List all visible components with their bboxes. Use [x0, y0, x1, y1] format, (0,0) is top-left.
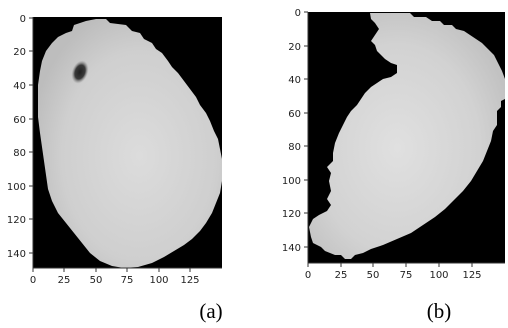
panel-b-caption: (b) [427, 299, 452, 323]
panel-b-y-tick: 20 [288, 42, 308, 53]
panel-b-y-tick: 40 [288, 75, 308, 86]
svg-text:50: 50 [90, 275, 103, 286]
panel-a-y-tick: 120 [7, 215, 33, 226]
panel-a-x-tick: 50 [90, 268, 103, 286]
svg-text:20: 20 [288, 42, 301, 53]
svg-text:0: 0 [20, 14, 26, 25]
panel-a-y-tick: 80 [13, 148, 33, 159]
panel-b-cell [309, 13, 505, 259]
panel-b-y-ticks: 0 20 40 60 80 100 120 140 [282, 8, 308, 254]
panel-b-y-tick: 140 [282, 243, 308, 254]
svg-text:120: 120 [7, 215, 26, 226]
svg-text:25: 25 [58, 275, 71, 286]
panel-b-y-tick: 120 [282, 209, 308, 220]
svg-text:140: 140 [282, 243, 301, 254]
panel-a-x-tick: 100 [149, 268, 169, 286]
panel-b-x-tick: 75 [400, 263, 413, 281]
svg-text:0: 0 [30, 275, 36, 286]
panel-a: 0 20 40 60 80 100 120 140 0 25 50 75 100… [7, 14, 223, 323]
panel-b-x-tick: 50 [367, 263, 380, 281]
panel-b: 0 20 40 60 80 100 120 140 0 25 50 75 100… [282, 8, 505, 323]
panel-b-x-tick: 25 [335, 263, 348, 281]
panel-a-y-ticks: 0 20 40 60 80 100 120 140 [7, 14, 33, 260]
svg-text:100: 100 [7, 182, 26, 193]
panel-b-x-tick: 0 [305, 263, 311, 281]
panel-a-x-tick: 0 [30, 268, 36, 286]
svg-text:40: 40 [13, 81, 26, 92]
svg-text:80: 80 [13, 148, 26, 159]
panel-a-x-tick: 125 [180, 268, 200, 286]
panel-b-y-tick: 0 [295, 8, 308, 19]
svg-text:100: 100 [282, 176, 301, 187]
svg-text:0: 0 [305, 270, 311, 281]
panel-a-x-tick: 25 [58, 268, 71, 286]
panel-b-y-tick: 80 [288, 142, 308, 153]
panel-a-dark-spot [71, 60, 89, 84]
svg-text:60: 60 [13, 115, 26, 126]
panel-a-y-tick: 0 [20, 14, 33, 25]
panel-a-y-tick: 100 [7, 182, 33, 193]
panel-a-x-ticks: 0 25 50 75 100 125 [30, 268, 200, 286]
svg-text:25: 25 [335, 270, 348, 281]
svg-text:100: 100 [149, 275, 168, 286]
panel-a-y-tick: 60 [13, 115, 33, 126]
panel-b-x-ticks: 0 25 50 75 100 125 [305, 263, 482, 281]
svg-text:75: 75 [121, 275, 134, 286]
svg-text:125: 125 [462, 270, 481, 281]
svg-text:75: 75 [400, 270, 413, 281]
svg-text:50: 50 [367, 270, 380, 281]
svg-text:80: 80 [288, 142, 301, 153]
panel-b-y-tick: 60 [288, 109, 308, 120]
svg-text:125: 125 [180, 275, 199, 286]
panel-a-caption: (a) [199, 299, 222, 323]
panel-b-x-tick: 100 [429, 263, 449, 281]
panel-a-y-tick: 140 [7, 249, 33, 260]
panel-b-x-tick: 125 [462, 263, 482, 281]
panel-a-cell [38, 19, 222, 268]
svg-text:20: 20 [13, 47, 26, 58]
svg-text:60: 60 [288, 109, 301, 120]
panel-a-x-tick: 75 [121, 268, 134, 286]
svg-text:100: 100 [429, 270, 448, 281]
svg-text:140: 140 [7, 249, 26, 260]
svg-text:40: 40 [288, 75, 301, 86]
panel-b-y-tick: 100 [282, 176, 308, 187]
svg-text:120: 120 [282, 209, 301, 220]
panel-a-y-tick: 20 [13, 47, 33, 58]
svg-text:0: 0 [295, 8, 301, 19]
panel-a-y-tick: 40 [13, 81, 33, 92]
